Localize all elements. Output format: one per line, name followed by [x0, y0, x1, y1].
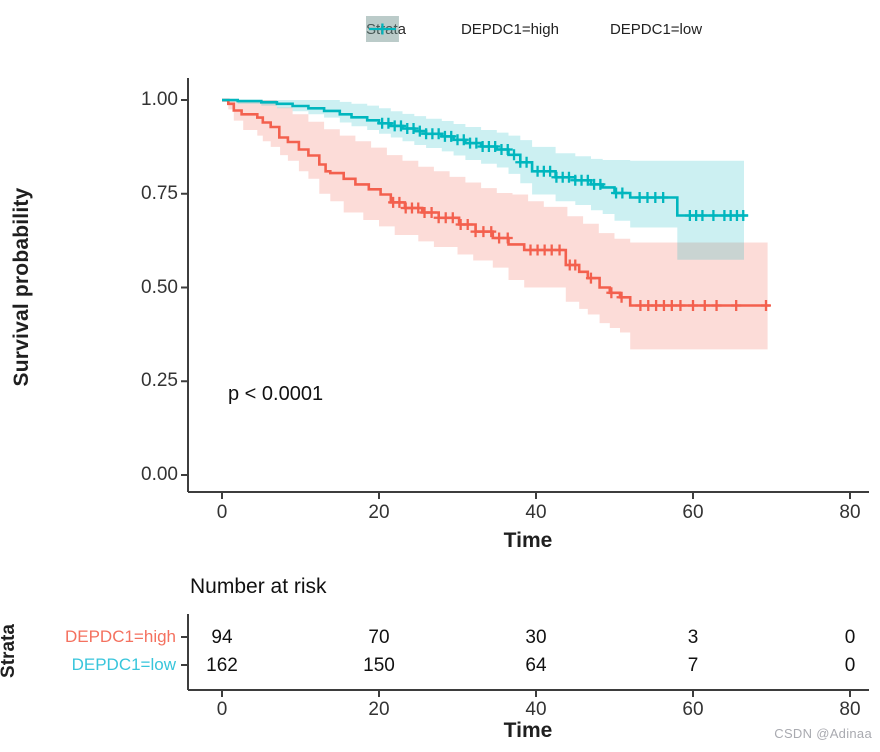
legend-key-low-icon [365, 16, 601, 42]
y-tick-label: 0.50 [141, 276, 178, 298]
risk-value: 162 [206, 655, 238, 676]
risk-table-strata-label: Strata [0, 624, 19, 678]
risk-x-tick-label: 80 [839, 699, 861, 720]
risk-table-title: Number at risk [190, 575, 327, 598]
y-tick-label: 0.25 [141, 370, 178, 392]
y-axis-title: Survival probability [10, 187, 33, 387]
risk-value: 94 [211, 627, 233, 648]
risk-x-tick-label: 40 [525, 699, 547, 720]
risk-value: 3 [687, 627, 699, 648]
x-tick-label: 0 [216, 502, 228, 523]
risk-x-tick-label: 60 [682, 699, 704, 720]
risk-row-label-low: DEPDC1=low [71, 655, 176, 674]
x-tick-label: 80 [839, 502, 861, 523]
risk-value: 30 [525, 627, 547, 648]
legend-label-high: DEPDC1=high [460, 20, 559, 38]
risk-x-tick-label: 20 [368, 699, 390, 720]
x-tick-label: 20 [368, 502, 390, 523]
y-tick-label: 0.75 [141, 182, 178, 204]
censor-marks [377, 117, 772, 311]
risk-value: 0 [844, 627, 856, 648]
x-axis-title: Time [503, 529, 553, 552]
x-tick-label: 60 [682, 502, 704, 523]
risk-value: 64 [525, 655, 547, 676]
risk-value: 0 [844, 655, 856, 676]
confidence-bands [222, 100, 768, 350]
axes-lines [181, 78, 869, 697]
x-tick-label: 40 [525, 502, 547, 523]
legend: Strata DEPDC1=high DEPDC1=low [365, 16, 703, 42]
y-tick-label: 0.00 [141, 464, 178, 485]
p-value-annotation: p < 0.0001 [228, 383, 324, 405]
legend-label-low: DEPDC1=low [609, 20, 703, 38]
risk-value: 70 [368, 627, 390, 648]
legend-key-high-icon [365, 16, 452, 42]
y-tick-label: 1.00 [141, 89, 178, 110]
risk-value: 7 [687, 655, 699, 676]
risk-table-x-axis-title: Time [503, 719, 553, 742]
watermark: CSDN @Adinaa [774, 726, 872, 741]
risk-value: 150 [363, 655, 395, 676]
risk-row-label-high: DEPDC1=high [64, 627, 176, 646]
risk-x-tick-label: 0 [216, 699, 228, 720]
